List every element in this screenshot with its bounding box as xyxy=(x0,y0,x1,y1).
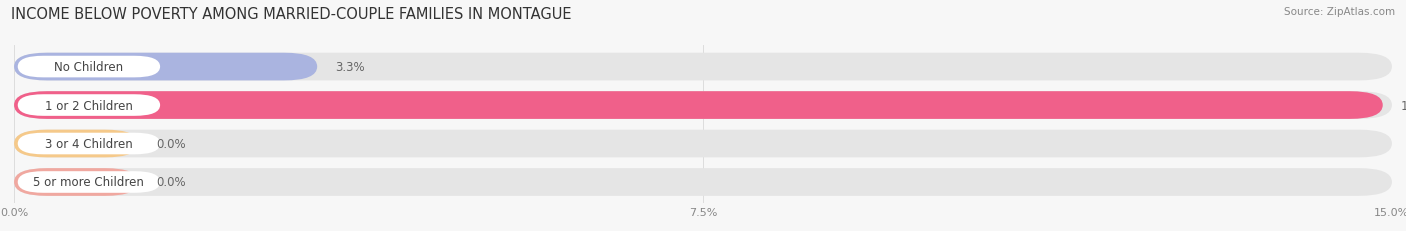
Text: 5 or more Children: 5 or more Children xyxy=(34,176,145,189)
FancyBboxPatch shape xyxy=(14,92,1382,119)
FancyBboxPatch shape xyxy=(14,168,138,196)
FancyBboxPatch shape xyxy=(14,168,1392,196)
Text: No Children: No Children xyxy=(55,61,124,74)
Text: 0.0%: 0.0% xyxy=(156,176,186,189)
FancyBboxPatch shape xyxy=(14,54,318,81)
Text: 1 or 2 Children: 1 or 2 Children xyxy=(45,99,132,112)
FancyBboxPatch shape xyxy=(14,130,1392,158)
FancyBboxPatch shape xyxy=(18,133,160,155)
FancyBboxPatch shape xyxy=(18,57,160,78)
Text: INCOME BELOW POVERTY AMONG MARRIED-COUPLE FAMILIES IN MONTAGUE: INCOME BELOW POVERTY AMONG MARRIED-COUPL… xyxy=(11,7,572,22)
FancyBboxPatch shape xyxy=(14,54,1392,81)
Text: 3.3%: 3.3% xyxy=(336,61,366,74)
FancyBboxPatch shape xyxy=(14,92,1392,119)
FancyBboxPatch shape xyxy=(14,130,138,158)
Text: 14.9%: 14.9% xyxy=(1402,99,1406,112)
FancyBboxPatch shape xyxy=(18,95,160,116)
FancyBboxPatch shape xyxy=(18,171,160,193)
Text: 0.0%: 0.0% xyxy=(156,137,186,150)
Text: 3 or 4 Children: 3 or 4 Children xyxy=(45,137,132,150)
Text: Source: ZipAtlas.com: Source: ZipAtlas.com xyxy=(1284,7,1395,17)
